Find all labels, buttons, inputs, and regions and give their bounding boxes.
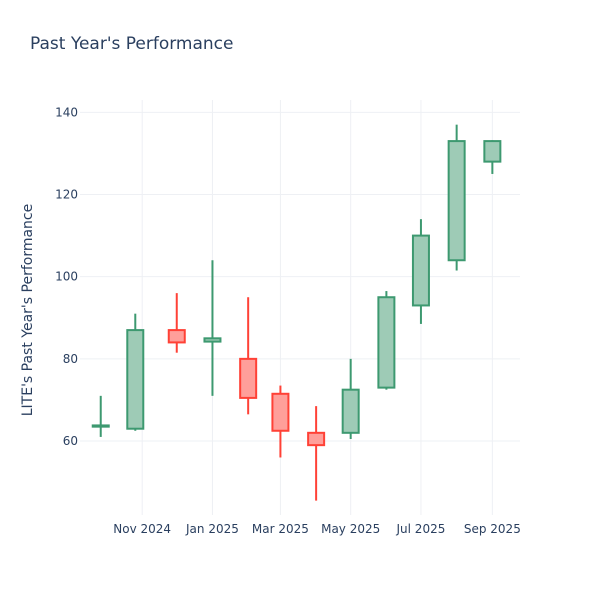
tick-labels: 60 80 100 120 140 Nov 2024 Jan 2025 Mar 2025 May… bbox=[55, 105, 521, 536]
candle-decreasing bbox=[239, 297, 258, 415]
candle-body bbox=[239, 357, 258, 399]
candle-decreasing bbox=[307, 406, 326, 501]
x-tick-label: Nov 2024 bbox=[113, 522, 171, 536]
candle-body bbox=[203, 337, 222, 343]
candle-increasing bbox=[447, 124, 466, 271]
candle-decreasing bbox=[167, 293, 186, 353]
candle-body bbox=[307, 431, 326, 447]
candle-body bbox=[126, 329, 145, 430]
x-tick-label: May 2025 bbox=[321, 522, 380, 536]
candle-body bbox=[341, 388, 360, 434]
y-tick-label: 120 bbox=[55, 188, 78, 202]
x-tick-label: Jul 2025 bbox=[396, 522, 446, 536]
y-tick-label: 140 bbox=[55, 105, 78, 119]
y-tick-label: 80 bbox=[63, 352, 78, 366]
chart-title: Past Year's Performance bbox=[30, 34, 234, 54]
x-tick-label: Sep 2025 bbox=[464, 522, 521, 536]
candle-decreasing bbox=[271, 385, 290, 458]
candle-body bbox=[483, 140, 502, 163]
x-tick-label: Mar 2025 bbox=[252, 522, 309, 536]
candle-increasing bbox=[126, 313, 145, 431]
candle-body bbox=[91, 424, 110, 428]
candle-body bbox=[271, 392, 290, 432]
candle-body bbox=[377, 296, 396, 389]
candle-body bbox=[411, 234, 430, 307]
x-tick-label: Jan 2025 bbox=[185, 522, 239, 536]
candle-increasing bbox=[411, 219, 430, 324]
y-tick-label: 100 bbox=[55, 270, 78, 284]
candle-increasing bbox=[91, 395, 110, 437]
candle-increasing bbox=[377, 291, 396, 390]
candle-body bbox=[167, 329, 186, 344]
candle-increasing bbox=[203, 260, 222, 396]
y-tick-label: 60 bbox=[63, 434, 78, 448]
y-axis-title: LITE's Past Year's Performance bbox=[20, 204, 36, 417]
candles bbox=[91, 124, 502, 501]
candle-body bbox=[447, 140, 466, 262]
candle-increasing bbox=[483, 140, 502, 174]
candle-increasing bbox=[341, 358, 360, 439]
